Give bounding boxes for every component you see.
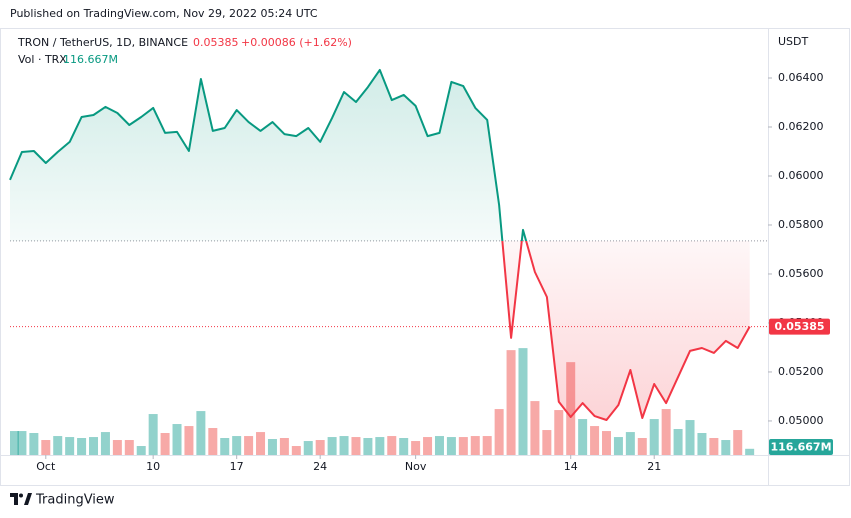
- x-tick-label: 14: [564, 460, 578, 473]
- volume-bar: [613, 437, 623, 455]
- volume-bar: [470, 436, 480, 455]
- volume-legend: Vol · TRX: [18, 53, 67, 66]
- volume-bar: [458, 437, 468, 455]
- x-tick-label: 17: [230, 460, 244, 473]
- y-tick-label: 0.06200: [778, 120, 824, 133]
- volume-bar: [399, 438, 409, 455]
- volume-bar: [625, 432, 635, 455]
- volume-bar: [136, 446, 146, 455]
- frame: [0, 28, 850, 486]
- volume-bar: [124, 440, 134, 455]
- volume-bar: [89, 437, 99, 455]
- header-change: +0.00086 (+1.62%): [241, 36, 352, 49]
- volume-bar: [172, 424, 182, 455]
- volume-bar: [602, 431, 611, 455]
- volume-bar: [184, 426, 194, 455]
- published: Published on TradingView.com, Nov 29, 20…: [10, 7, 318, 20]
- volume-bar: [291, 446, 301, 455]
- volume-bar: [590, 426, 600, 455]
- volume-bar: [542, 430, 552, 455]
- x-tick-label: Oct: [36, 460, 56, 473]
- volume-bar: [661, 409, 671, 455]
- chart-title: TRON / TetherUS, 1D, BINANCE: [17, 36, 188, 49]
- volume-bar: [29, 433, 39, 455]
- volume-bar: [446, 437, 456, 455]
- volume-bar: [673, 429, 683, 455]
- volume-bar: [518, 348, 528, 455]
- volume-bar: [434, 436, 444, 455]
- y-tick-label: 0.05000: [778, 414, 824, 427]
- volume-bar: [220, 438, 230, 455]
- volume-bar: [387, 436, 397, 455]
- volume-bar: [244, 436, 254, 455]
- volume-bar: [256, 432, 266, 455]
- volume-bar: [721, 440, 731, 455]
- volume-bar: [494, 409, 504, 455]
- brand: TradingView: [35, 493, 115, 508]
- volume-bar: [530, 401, 540, 455]
- volume-bar: [196, 411, 206, 455]
- volume-bar: [351, 437, 361, 455]
- volume-bar: [279, 438, 289, 455]
- volume-bar: [77, 438, 87, 455]
- volume-bar: [339, 436, 349, 455]
- volume-bar: [327, 437, 337, 455]
- x-tick-label: 21: [647, 460, 661, 473]
- volume-bar: [733, 430, 743, 455]
- volume-bar: [745, 448, 755, 455]
- volume-bar: [303, 441, 313, 455]
- volume-box: [769, 439, 833, 455]
- y-axis-label: USDT: [778, 35, 809, 48]
- volume-bar: [375, 437, 385, 455]
- volume-bar: [411, 441, 421, 455]
- volume-bar: [685, 420, 695, 455]
- volume-bar: [578, 419, 588, 455]
- volume-bar: [100, 432, 110, 455]
- volume-label: 116.667M: [770, 441, 831, 454]
- y-tick-label: 0.05800: [778, 218, 824, 231]
- y-tick-label: 0.05600: [778, 267, 824, 280]
- volume-bar: [423, 437, 433, 455]
- volume-bar: [17, 431, 27, 455]
- x-tick-label: 10: [146, 460, 160, 473]
- volume-bar: [554, 410, 564, 455]
- volume-bar: [112, 440, 122, 455]
- area: [10, 69, 750, 421]
- volume-bar: [315, 440, 325, 455]
- x-tick-label: Nov: [405, 460, 427, 473]
- y-tick-label: 0.06400: [778, 71, 824, 84]
- volume-bar: [709, 438, 719, 455]
- volume-bar: [53, 436, 63, 455]
- y-tick-label: 0.05200: [778, 365, 824, 378]
- volume-legend-value: 116.667M: [63, 53, 118, 66]
- volume-bar: [697, 433, 707, 455]
- y-tick-label: 0.06000: [778, 169, 824, 182]
- logo: [10, 493, 32, 505]
- last-price-label: 0.05385: [774, 320, 824, 333]
- volume-bar: [232, 436, 242, 455]
- volume-bar: [160, 433, 170, 455]
- volume-bar: [10, 431, 19, 455]
- volume-bar: [506, 350, 516, 455]
- price-line: [9, 68, 751, 421]
- header-close: 0.05385: [193, 36, 239, 49]
- volume-bar: [208, 428, 218, 455]
- volume-bar: [649, 419, 659, 455]
- volume-bar: [267, 439, 277, 455]
- volume-bar: [148, 414, 158, 455]
- volume-bar: [482, 436, 492, 455]
- volume-bar: [637, 438, 647, 455]
- volume-bar: [41, 440, 51, 455]
- volume-bar: [363, 438, 373, 455]
- x-tick-label: 24: [313, 460, 327, 473]
- last-price-box: [769, 318, 830, 335]
- volume-bar: [65, 437, 75, 455]
